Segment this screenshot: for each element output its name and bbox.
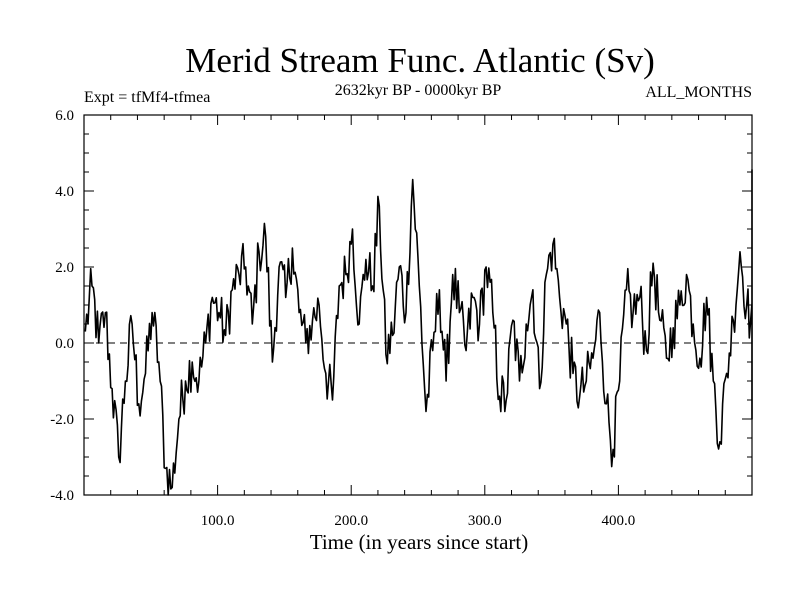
y-tick-label: 4.0 [55, 184, 74, 200]
x-tick-label: 400.0 [602, 513, 636, 529]
chart-title: Merid Stream Func. Atlantic (Sv) [185, 41, 655, 80]
x-tick-label: 300.0 [468, 513, 502, 529]
plot-area: 100.0 200.0 300.0 400.0 -4.0 -2.0 0.0 2.0 4.0 6.0 [50, 108, 753, 529]
series-line [84, 169, 753, 496]
y-tick-label: -4.0 [50, 488, 74, 504]
y-tick-label: -2.0 [50, 412, 74, 428]
y-tick-label: 0.0 [55, 336, 74, 352]
y-tick-label: 2.0 [55, 260, 74, 276]
x-tick-label: 200.0 [334, 513, 368, 529]
x-axis-label: Time (in years since start) [310, 530, 529, 554]
plot-frame [83, 114, 753, 496]
experiment-label: Expt = tfMf4-tfmea [84, 89, 210, 106]
y-tick-label: 6.0 [55, 108, 74, 124]
months-label: ALL_MONTHS [645, 84, 752, 101]
x-tick-label: 100.0 [201, 513, 235, 529]
time-range-label: 2632kyr BP - 0000kyr BP [335, 82, 502, 99]
